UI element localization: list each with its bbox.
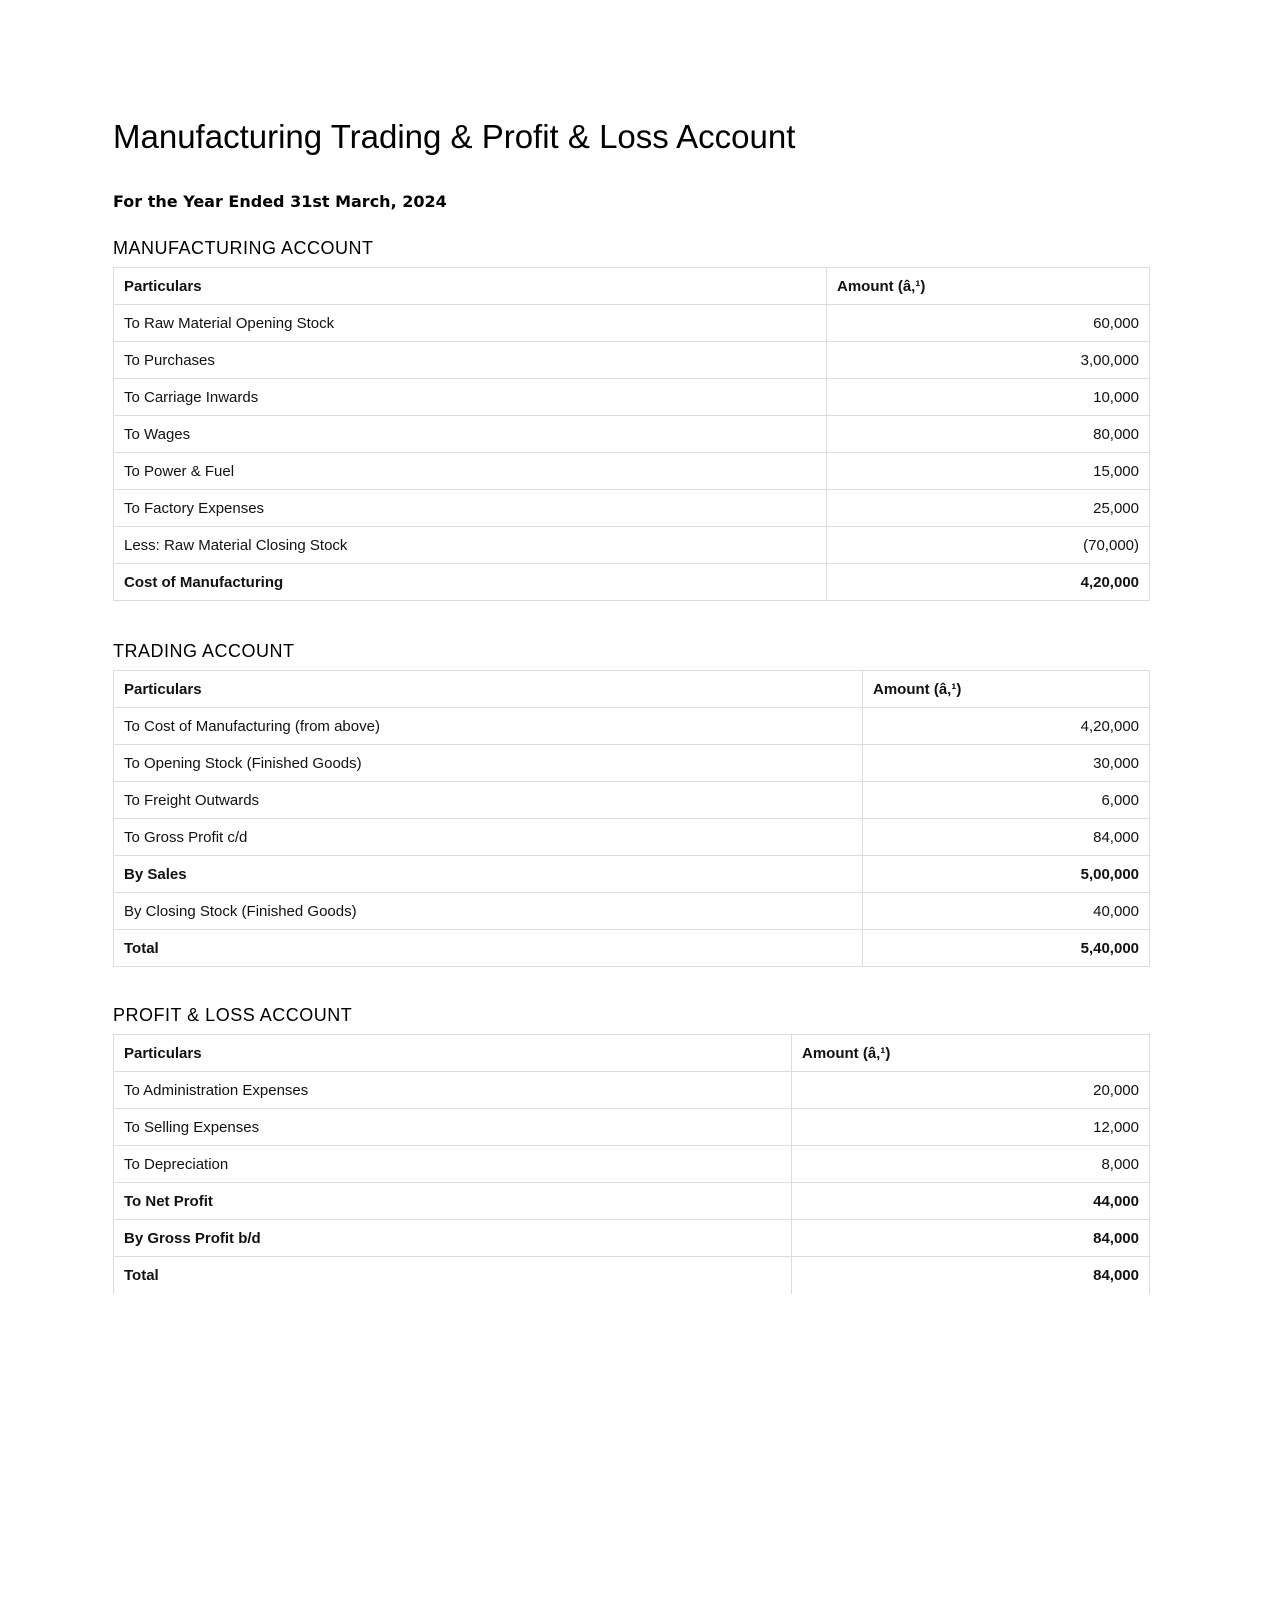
particulars-cell: To Administration Expenses <box>113 1071 792 1109</box>
particulars-cell: To Raw Material Opening Stock <box>113 304 827 342</box>
amount-cell: 60,000 <box>826 304 1150 342</box>
particulars-cell: By Sales <box>113 855 863 893</box>
table-row: To Raw Material Opening Stock 60,000 <box>113 304 1150 342</box>
table-row: To Freight Outwards 6,000 <box>113 781 1150 819</box>
particulars-cell: To Net Profit <box>113 1182 792 1220</box>
table-row: To Opening Stock (Finished Goods) 30,000 <box>113 744 1150 782</box>
account-table: Particulars Amount (â‚¹) To Cost of Manu… <box>113 670 1150 967</box>
particulars-cell: Total <box>113 1256 792 1294</box>
trading-account-section: TRADING ACCOUNT Particulars Amount (â‚¹)… <box>113 640 1150 967</box>
table-row: To Cost of Manufacturing (from above) 4,… <box>113 707 1150 745</box>
amount-cell: 3,00,000 <box>826 341 1150 379</box>
account-table: Particulars Amount (â‚¹) To Raw Material… <box>113 267 1150 601</box>
amount-cell: 8,000 <box>791 1145 1150 1183</box>
table-row: To Purchases 3,00,000 <box>113 341 1150 379</box>
amount-cell: 44,000 <box>791 1182 1150 1220</box>
account-table: Particulars Amount (â‚¹) To Administrati… <box>113 1034 1150 1294</box>
particulars-cell: By Gross Profit b/d <box>113 1219 792 1257</box>
amount-cell: 40,000 <box>862 892 1150 930</box>
section-heading: TRADING ACCOUNT <box>113 641 295 661</box>
particulars-header: Particulars <box>113 1034 792 1072</box>
section-heading: PROFIT & LOSS ACCOUNT <box>113 1005 353 1025</box>
particulars-cell: Total <box>113 929 863 967</box>
particulars-cell: To Freight Outwards <box>113 781 863 819</box>
table-row: To Depreciation 8,000 <box>113 1145 1150 1183</box>
amount-cell: 5,00,000 <box>862 855 1150 893</box>
amount-header: Amount (â‚¹) <box>826 267 1150 305</box>
table-row: By Closing Stock (Finished Goods) 40,000 <box>113 892 1150 930</box>
particulars-cell: To Opening Stock (Finished Goods) <box>113 744 863 782</box>
amount-cell: 30,000 <box>862 744 1150 782</box>
table-row: To Factory Expenses 25,000 <box>113 489 1150 527</box>
particulars-header: Particulars <box>113 670 863 708</box>
table-header: Particulars Amount (â‚¹) <box>113 267 1150 305</box>
table-row: Total 84,000 <box>113 1256 1150 1294</box>
amount-header: Amount (â‚¹) <box>791 1034 1150 1072</box>
table-header: Particulars Amount (â‚¹) <box>113 1034 1150 1072</box>
table-row: To Wages 80,000 <box>113 415 1150 453</box>
table-row: By Sales 5,00,000 <box>113 855 1150 893</box>
particulars-header: Particulars <box>113 267 827 305</box>
amount-cell: 4,20,000 <box>826 563 1150 601</box>
particulars-cell: By Closing Stock (Finished Goods) <box>113 892 863 930</box>
amount-cell: 5,40,000 <box>862 929 1150 967</box>
table-row: By Gross Profit b/d 84,000 <box>113 1219 1150 1257</box>
table-row: To Power & Fuel 15,000 <box>113 452 1150 490</box>
table-row: To Selling Expenses 12,000 <box>113 1108 1150 1146</box>
particulars-cell: To Depreciation <box>113 1145 792 1183</box>
amount-cell: 80,000 <box>826 415 1150 453</box>
table-row: Cost of Manufacturing 4,20,000 <box>113 563 1150 601</box>
amount-cell: 84,000 <box>791 1256 1150 1294</box>
amount-cell: 10,000 <box>826 378 1150 416</box>
table-row: To Carriage Inwards 10,000 <box>113 378 1150 416</box>
particulars-cell: To Purchases <box>113 341 827 379</box>
amount-cell: 84,000 <box>862 818 1150 856</box>
table-row: To Administration Expenses 20,000 <box>113 1071 1150 1109</box>
period-subtitle: For the Year Ended 31st March, 2024 <box>113 192 447 211</box>
amount-cell: 20,000 <box>791 1071 1150 1109</box>
table-row: Less: Raw Material Closing Stock (70,000… <box>113 526 1150 564</box>
profit-loss-account-section: PROFIT & LOSS ACCOUNT Particulars Amount… <box>113 1004 1150 1294</box>
amount-cell: (70,000) <box>826 526 1150 564</box>
particulars-cell: To Selling Expenses <box>113 1108 792 1146</box>
amount-cell: 4,20,000 <box>862 707 1150 745</box>
manufacturing-account-section: MANUFACTURING ACCOUNT Particulars Amount… <box>113 237 1150 601</box>
amount-cell: 15,000 <box>826 452 1150 490</box>
particulars-cell: Cost of Manufacturing <box>113 563 827 601</box>
section-heading: MANUFACTURING ACCOUNT <box>113 238 374 258</box>
particulars-cell: To Gross Profit c/d <box>113 818 863 856</box>
particulars-cell: To Power & Fuel <box>113 452 827 490</box>
amount-cell: 84,000 <box>791 1219 1150 1257</box>
amount-cell: 6,000 <box>862 781 1150 819</box>
particulars-cell: To Wages <box>113 415 827 453</box>
table-row: To Gross Profit c/d 84,000 <box>113 818 1150 856</box>
particulars-cell: Less: Raw Material Closing Stock <box>113 526 827 564</box>
table-row: To Net Profit 44,000 <box>113 1182 1150 1220</box>
amount-header: Amount (â‚¹) <box>862 670 1150 708</box>
particulars-cell: To Cost of Manufacturing (from above) <box>113 707 863 745</box>
amount-cell: 12,000 <box>791 1108 1150 1146</box>
page-title: Manufacturing Trading & Profit & Loss Ac… <box>113 118 796 155</box>
particulars-cell: To Factory Expenses <box>113 489 827 527</box>
table-row: Total 5,40,000 <box>113 929 1150 967</box>
table-header: Particulars Amount (â‚¹) <box>113 670 1150 708</box>
amount-cell: 25,000 <box>826 489 1150 527</box>
particulars-cell: To Carriage Inwards <box>113 378 827 416</box>
